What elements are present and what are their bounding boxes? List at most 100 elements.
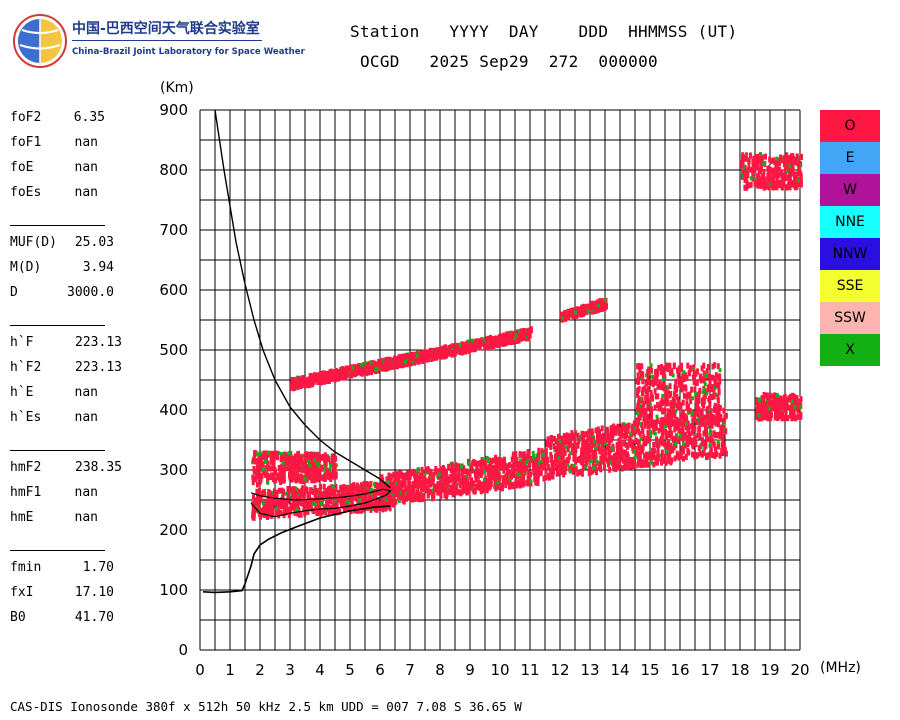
echo-point-o — [620, 424, 624, 431]
echo-point-o — [570, 442, 574, 449]
echo-point-o — [674, 378, 678, 385]
echo-point-o — [409, 492, 413, 499]
echo-point-o — [640, 448, 644, 455]
echo-point-o — [716, 363, 720, 370]
echo-point-o — [694, 370, 698, 377]
echo-point-o — [711, 363, 715, 370]
echo-point-o — [653, 369, 657, 376]
echo-point-o — [331, 509, 335, 516]
echo-point-o — [543, 457, 547, 464]
echo-point-o — [778, 166, 782, 173]
echo-point-o — [788, 184, 792, 191]
echo-point-o — [483, 462, 487, 469]
echo-point-o — [367, 369, 371, 376]
echo-point-o — [795, 153, 799, 160]
echo-point-o — [606, 461, 610, 468]
echo-point-o — [396, 357, 400, 364]
echo-point-o — [269, 501, 273, 508]
echo-point-o — [497, 462, 501, 469]
echo-point-x — [302, 476, 306, 481]
x-tick-label: 2 — [255, 661, 265, 679]
echo-point-o — [690, 386, 694, 393]
echo-point-o — [265, 456, 269, 463]
echo-point-o — [697, 406, 701, 413]
echo-point-o — [396, 484, 400, 491]
echo-point-o — [327, 474, 331, 481]
echo-point-o — [343, 486, 347, 493]
echo-point-x — [584, 465, 588, 470]
echo-point-o — [724, 412, 728, 419]
echo-point-o — [291, 455, 295, 462]
y-tick-label: 100 — [159, 581, 188, 599]
echo-point-x — [674, 442, 678, 447]
echo-point-o — [394, 472, 398, 479]
echo-point-o — [315, 508, 319, 515]
x-tick-label: 5 — [345, 661, 355, 679]
echo-point-o — [568, 311, 572, 318]
echo-point-o — [491, 342, 495, 349]
echo-point-o — [329, 491, 333, 498]
echo-point-o — [588, 305, 592, 312]
echo-point-o — [308, 373, 312, 380]
echo-point-o — [700, 365, 704, 372]
echo-point-x — [596, 304, 600, 309]
echo-point-o — [618, 460, 622, 467]
echo-point-o — [637, 444, 641, 451]
echo-point-o — [272, 472, 276, 479]
echo-point-o — [536, 467, 540, 474]
echo-point-o — [328, 374, 332, 381]
echo-point-o — [466, 458, 470, 465]
echo-point-x — [767, 406, 771, 411]
echo-point-o — [780, 169, 784, 176]
echo-point-o — [767, 184, 771, 191]
echo-point-o — [439, 487, 443, 494]
echo-point-o — [587, 470, 591, 477]
echo-point-x — [785, 168, 789, 173]
echo-point-o — [718, 405, 722, 412]
echo-point-o — [516, 335, 520, 342]
echo-point-o — [748, 152, 752, 159]
echo-point-x — [632, 449, 636, 454]
echo-point-o — [284, 451, 288, 458]
echo-point-o — [664, 400, 668, 407]
echo-point-o — [298, 511, 302, 518]
echo-point-o — [718, 378, 722, 385]
echo-point-o — [461, 483, 465, 490]
echo-point-o — [518, 482, 522, 489]
echo-point-o — [599, 434, 603, 441]
echo-point-x — [508, 477, 512, 482]
echo-point-x — [347, 371, 351, 376]
echo-point-o — [445, 481, 449, 488]
echo-point-x — [284, 491, 288, 496]
echo-point-o — [305, 453, 309, 460]
echo-point-o — [404, 472, 408, 479]
echo-point-o — [664, 414, 668, 421]
echo-point-o — [699, 410, 703, 417]
echo-point-o — [520, 467, 524, 474]
echo-point-o — [285, 465, 289, 472]
echo-point-o — [333, 503, 337, 510]
echo-point-o — [327, 504, 331, 511]
param-value: 1.70 — [82, 560, 114, 575]
echo-point-o — [309, 378, 313, 385]
echo-point-o — [664, 428, 668, 435]
echo-point-o — [268, 465, 272, 472]
echo-point-x — [629, 431, 633, 436]
echo-point-o — [651, 395, 655, 402]
echo-point-x — [716, 439, 720, 444]
echo-point-o — [514, 474, 518, 481]
echo-point-o — [291, 465, 295, 472]
echo-point-o — [527, 451, 531, 458]
echo-point-o — [409, 496, 413, 503]
echo-point-o — [307, 452, 311, 459]
echo-point-o — [272, 458, 276, 465]
echo-point-o — [776, 180, 780, 187]
echo-point-o — [572, 455, 576, 462]
echo-point-o — [545, 441, 549, 448]
echo-point-o — [656, 447, 660, 454]
echo-point-o — [563, 439, 567, 446]
echo-point-o — [370, 490, 374, 497]
echo-point-o — [465, 476, 469, 483]
echo-point-o — [700, 397, 704, 404]
echo-point-o — [502, 478, 506, 485]
